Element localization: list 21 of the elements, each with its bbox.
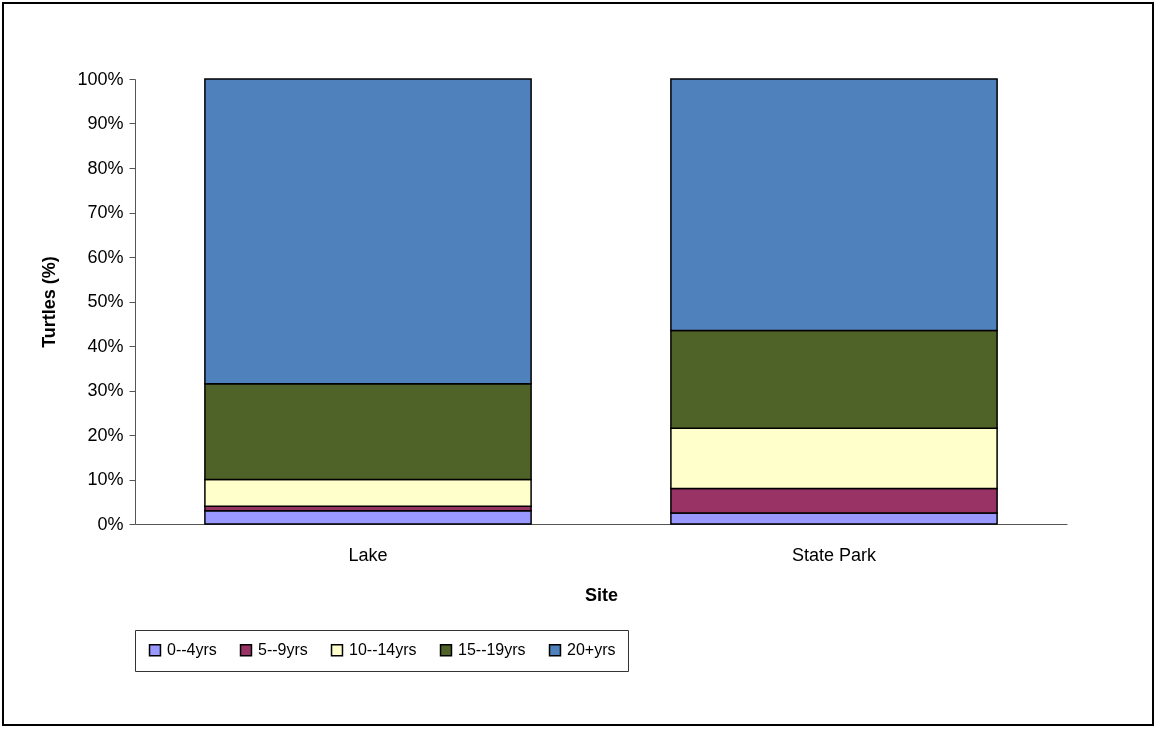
x-tick-label: Lake bbox=[348, 544, 388, 565]
bar bbox=[204, 509, 532, 525]
legend-label: 20+yrs bbox=[567, 641, 616, 659]
y-tick-label: 10% bbox=[87, 469, 124, 489]
x-axis-title: Site bbox=[584, 584, 619, 605]
y-tick-label: 90% bbox=[87, 113, 124, 133]
y-tick-label: 0% bbox=[97, 513, 124, 534]
y-axis-title: Turtles (%) bbox=[39, 256, 60, 348]
y-tick-label: 30% bbox=[87, 380, 124, 400]
y-tick-label: 80% bbox=[87, 157, 124, 178]
y-tick-label: 60% bbox=[87, 246, 124, 267]
legend-label: 15--19yrs bbox=[458, 641, 526, 659]
x-tick-label: State Park bbox=[791, 544, 878, 565]
y-tick-label: 20% bbox=[87, 424, 124, 445]
y-tick-label: 70% bbox=[87, 202, 124, 222]
y-tick-label: 50% bbox=[87, 291, 124, 311]
y-tick-label: 40% bbox=[87, 335, 124, 356]
legend-label: 5--9yrs bbox=[258, 641, 308, 659]
y-tick-label: 100% bbox=[77, 68, 124, 89]
legend-label: 10--14yrs bbox=[349, 641, 417, 659]
legend-label: 0--4yrs bbox=[167, 641, 217, 659]
